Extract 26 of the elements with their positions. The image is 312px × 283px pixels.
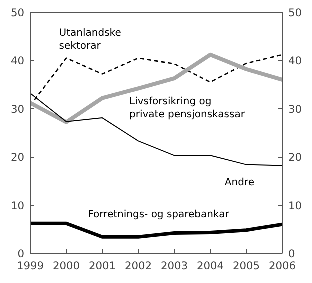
series-label: Andre (224, 177, 254, 188)
y2-tick-label: 50 (288, 6, 302, 20)
y2-tick-label: 0 (288, 248, 296, 260)
series-label: Livsforsikring og private pensjonskassar (130, 96, 246, 120)
y2-tick-label: 10 (288, 199, 302, 212)
y-tick-label: 50 (10, 6, 25, 20)
x-tick-label: 2000 (52, 260, 80, 272)
line-series (30, 222, 282, 239)
x-tick-label: 1999 (16, 260, 44, 272)
y-tick-label: 40 (10, 54, 25, 68)
x-tick-label: 2001 (88, 260, 116, 272)
y2-tick-label: 40 (288, 54, 302, 68)
line-series (30, 52, 282, 124)
y2-tick-label: 30 (288, 102, 302, 116)
y-tick-label: 30 (10, 102, 25, 116)
y2-tick-label: 20 (288, 151, 302, 164)
x-tick-label: 2004 (196, 260, 224, 272)
y-tick-label: 10 (10, 199, 25, 212)
x-tick-label: 2006 (268, 260, 296, 272)
series-label: Forretnings- og sparebankar (88, 210, 230, 221)
y-tick-label: 0 (18, 248, 25, 260)
series-label: Utanlandske sektorar (59, 28, 122, 52)
x-tick-label: 2003 (160, 260, 188, 272)
x-tick-label: 2005 (232, 260, 260, 272)
x-tick-label: 2002 (124, 260, 152, 272)
y-tick-label: 20 (10, 151, 25, 164)
